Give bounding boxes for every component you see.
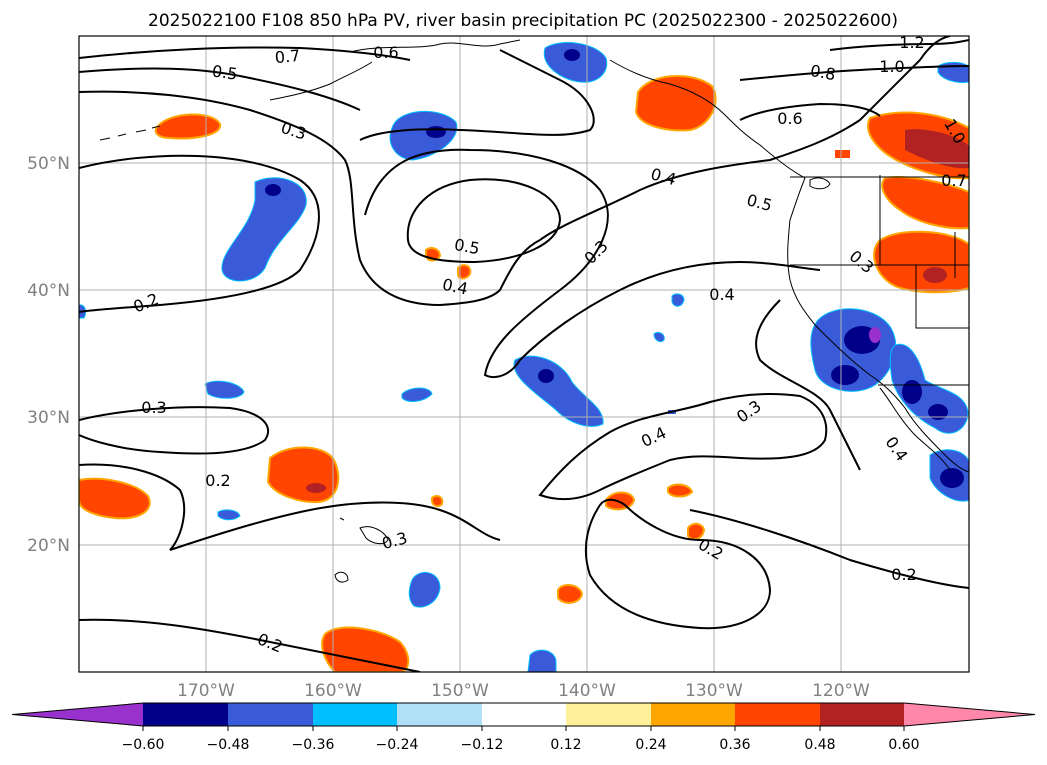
colorbar-tick-label: −0.12 bbox=[461, 737, 504, 753]
latitude-labels: 50°N 40°N 30°N 20°N bbox=[27, 154, 70, 556]
lat-label: 30°N bbox=[27, 408, 70, 428]
contour-label: 0.8 bbox=[809, 61, 837, 84]
precipitation-shading bbox=[79, 42, 969, 672]
pv-contours bbox=[79, 36, 969, 672]
colorbar-extend-left bbox=[12, 703, 143, 726]
colorbar-tick-label: 0.12 bbox=[550, 737, 581, 753]
contour-label: 0.6 bbox=[373, 43, 398, 62]
contour-label: 0.6 bbox=[777, 109, 802, 128]
positive-anomaly-blob bbox=[867, 111, 969, 180]
lon-label: 160°W bbox=[304, 681, 362, 701]
contour-label: 0.2 bbox=[205, 471, 230, 490]
colorbar-segment bbox=[566, 703, 651, 726]
colorbar-segment bbox=[651, 703, 735, 726]
contour-label: 0.5 bbox=[211, 61, 239, 83]
lon-label: 140°W bbox=[558, 681, 616, 701]
lat-label: 40°N bbox=[27, 281, 70, 301]
contour-label: 1.0 bbox=[879, 57, 904, 76]
negative-anomaly-blob bbox=[543, 42, 608, 83]
positive-anomaly-blob bbox=[79, 477, 151, 520]
negative-anomaly-blob bbox=[79, 293, 685, 521]
colorbar-tick-label: 0.48 bbox=[804, 737, 835, 753]
colorbar-segment bbox=[820, 703, 904, 726]
lat-label: 20°N bbox=[27, 536, 70, 556]
colorbar-segment bbox=[313, 703, 397, 726]
colorbar-tick-label: −0.60 bbox=[122, 737, 165, 753]
colorbar-tick-label: 0.60 bbox=[888, 737, 919, 753]
negative-anomaly-blob bbox=[810, 308, 897, 392]
colorbar-segment bbox=[143, 703, 228, 726]
positive-anomaly-blob bbox=[321, 626, 410, 672]
positive-anomaly-blob bbox=[881, 176, 969, 230]
contour-label: 0.7 bbox=[941, 171, 966, 190]
contour-label: 0.2 bbox=[891, 565, 916, 584]
map-frame bbox=[78, 35, 970, 673]
negative-anomaly-blob bbox=[929, 449, 969, 502]
coastlines bbox=[99, 39, 969, 583]
positive-anomaly-blob bbox=[266, 446, 340, 504]
lon-label: 170°W bbox=[177, 681, 235, 701]
colorbar-segment bbox=[735, 703, 820, 726]
positive-anomaly-blob bbox=[425, 150, 850, 604]
negative-anomaly-blob bbox=[937, 61, 969, 83]
positive-anomaly-blob bbox=[873, 230, 969, 294]
colorbar-tick-label: 0.36 bbox=[719, 737, 750, 753]
colorbar-extend-right bbox=[904, 703, 1035, 726]
colorbar-tick-label: −0.36 bbox=[292, 737, 335, 753]
negative-anomaly-blob bbox=[408, 572, 441, 608]
negative-anomaly-blob bbox=[221, 177, 307, 282]
contour-label: 1.2 bbox=[899, 33, 924, 52]
colorbar-tick-label: −0.24 bbox=[376, 737, 419, 753]
colorbar-segment bbox=[228, 703, 313, 726]
negative-anomaly-blob bbox=[889, 343, 969, 434]
map-area: 0.7 0.6 0.5 0.3 1.2 1.0 0.8 0.6 0.4 0.5 … bbox=[78, 33, 970, 673]
contour-label: 0.3 bbox=[141, 398, 166, 417]
lat-label: 50°N bbox=[27, 154, 70, 174]
lon-label: 120°W bbox=[812, 681, 870, 701]
positive-anomaly-blob bbox=[154, 113, 221, 140]
longitude-labels: 170°W 160°W 150°W 140°W 130°W 120°W bbox=[177, 681, 870, 701]
contour-label: 0.5 bbox=[453, 235, 481, 258]
contour-label: 0.4 bbox=[441, 275, 470, 299]
colorbar-segment bbox=[482, 703, 566, 726]
positive-anomaly-blob bbox=[634, 75, 717, 132]
contour-label: 0.4 bbox=[709, 285, 734, 304]
lon-label: 130°W bbox=[685, 681, 743, 701]
colorbar-ticks bbox=[142, 726, 905, 731]
negative-anomaly-blob bbox=[513, 355, 604, 427]
negative-anomaly-blob bbox=[527, 649, 557, 672]
colorbar-tick-label: 0.24 bbox=[635, 737, 666, 753]
figure-title: 2025022100 F108 850 hPa PV, river basin … bbox=[148, 11, 898, 31]
lon-label: 150°W bbox=[431, 681, 489, 701]
colorbar-segment bbox=[397, 703, 482, 726]
contour-label: 0.7 bbox=[274, 46, 301, 67]
colorbar: −0.60 −0.48 −0.36 −0.24 −0.12 0.12 0.24 … bbox=[11, 702, 1036, 753]
negative-anomaly-blob bbox=[389, 110, 458, 161]
colorbar-tick-label: −0.48 bbox=[207, 737, 250, 753]
